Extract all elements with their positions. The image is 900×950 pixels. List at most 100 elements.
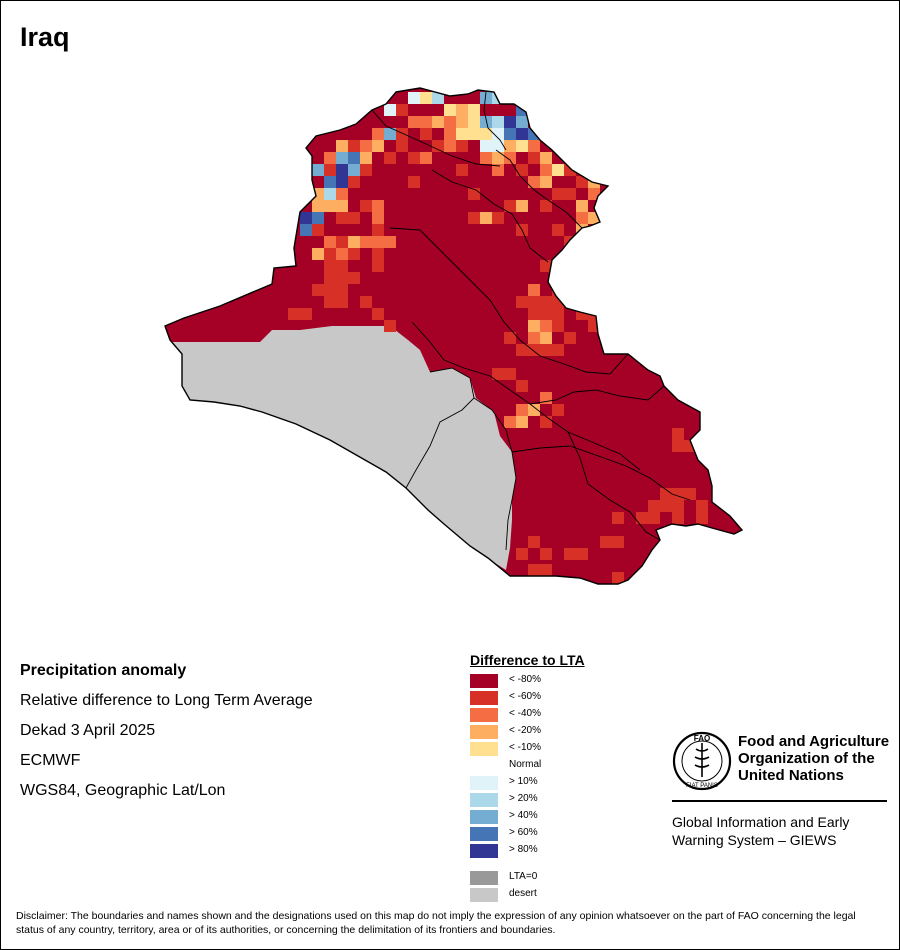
anomaly-cell <box>552 164 564 176</box>
anomaly-cell <box>336 188 348 200</box>
anomaly-cell <box>516 548 528 560</box>
anomaly-cell <box>564 548 576 560</box>
anomaly-cell <box>540 164 552 176</box>
anomaly-cell <box>516 416 528 428</box>
anomaly-cell <box>384 104 396 116</box>
anomaly-cell <box>540 200 552 212</box>
anomaly-cell <box>552 284 564 296</box>
anomaly-cell <box>372 128 384 140</box>
anomaly-cell <box>348 248 360 260</box>
anomaly-cell <box>492 140 504 152</box>
anomaly-cell <box>336 212 348 224</box>
legend-swatch <box>470 810 498 824</box>
anomaly-cell <box>564 164 576 176</box>
legend-label: > 20% <box>509 793 538 804</box>
anomaly-cell <box>576 212 588 224</box>
anomaly-cell <box>516 344 528 356</box>
anomaly-cell <box>420 128 432 140</box>
anomaly-cell <box>696 512 708 524</box>
anomaly-cell <box>336 236 348 248</box>
anomaly-cell <box>504 116 516 128</box>
anomaly-cell <box>492 212 504 224</box>
anomaly-cell <box>564 188 576 200</box>
anomaly-cell <box>528 320 540 332</box>
legend-item: < -40% <box>470 706 585 723</box>
anomaly-cell <box>612 512 624 524</box>
legend-item: > 10% <box>470 774 585 791</box>
anomaly-cell <box>516 128 528 140</box>
legend-swatch <box>470 691 498 705</box>
legend-label: Normal <box>509 759 542 770</box>
anomaly-cell <box>372 200 384 212</box>
anomaly-cell <box>540 332 552 344</box>
map-title: Iraq <box>20 22 70 52</box>
anomaly-cell <box>456 128 468 140</box>
anomaly-cell <box>552 188 564 200</box>
anomaly-cell <box>312 200 324 212</box>
anomaly-cell <box>348 272 360 284</box>
anomaly-cell <box>384 320 396 332</box>
anomaly-cell <box>348 164 360 176</box>
emblem-letters: FAO <box>694 734 710 743</box>
anomaly-cell <box>672 512 684 524</box>
anomaly-cell <box>516 116 528 128</box>
anomaly-cell <box>540 296 552 308</box>
anomaly-cell <box>672 428 684 440</box>
anomaly-cell <box>336 272 348 284</box>
anomaly-cell <box>456 140 468 152</box>
anomaly-cell <box>372 212 384 224</box>
anomaly-cell <box>564 332 576 344</box>
anomaly-cell <box>576 176 588 188</box>
legend-item: > 40% <box>470 808 585 825</box>
anomaly-cell <box>552 344 564 356</box>
anomaly-cell <box>444 140 456 152</box>
anomaly-cell <box>300 212 312 224</box>
anomaly-cell <box>468 104 480 116</box>
anomaly-cell <box>492 164 504 176</box>
anomaly-cell <box>468 116 480 128</box>
fao-name: Food and Agriculture Organization of the… <box>738 733 890 784</box>
legend-label: desert <box>509 888 537 899</box>
legend-item: > 60% <box>470 825 585 842</box>
anomaly-cell <box>492 92 504 104</box>
anomaly-cell <box>336 260 348 272</box>
legend-swatch <box>470 742 498 756</box>
anomaly-cell <box>468 212 480 224</box>
legend-item: LTA=0 <box>470 869 585 886</box>
anomaly-cell <box>528 404 540 416</box>
legend-item: desert <box>470 886 585 903</box>
anomaly-cell <box>360 140 372 152</box>
anomaly-cell <box>516 296 528 308</box>
emblem-motto: FIAT PANIS <box>686 783 718 789</box>
anomaly-cell <box>444 116 456 128</box>
anomaly-cell <box>612 572 624 584</box>
anomaly-cell <box>324 260 336 272</box>
anomaly-cell <box>372 248 384 260</box>
legend-label: < -60% <box>509 691 541 702</box>
anomaly-cell <box>480 116 492 128</box>
disclaimer: Disclaimer: The boundaries and names sho… <box>16 910 856 936</box>
anomaly-cell <box>360 164 372 176</box>
anomaly-cell <box>312 284 324 296</box>
anomaly-cell <box>528 308 540 320</box>
anomaly-cell <box>480 212 492 224</box>
anomaly-cell <box>432 140 444 152</box>
anomaly-cell <box>432 116 444 128</box>
anomaly-cell <box>324 248 336 260</box>
anomaly-cell <box>480 92 492 104</box>
anomaly-cell <box>408 176 420 188</box>
anomaly-cell <box>312 212 324 224</box>
anomaly-cell <box>324 272 336 284</box>
anomaly-cell <box>324 152 336 164</box>
anomaly-cell <box>384 236 396 248</box>
info-line: WGS84, Geographic Lat/Lon <box>20 782 226 799</box>
anomaly-cell <box>552 308 564 320</box>
anomaly-cell <box>348 140 360 152</box>
anomaly-cell <box>444 128 456 140</box>
anomaly-cell <box>540 152 552 164</box>
legend-swatch <box>470 725 498 739</box>
legend-label: < -10% <box>509 742 541 753</box>
anomaly-cell <box>324 296 336 308</box>
anomaly-cell <box>540 260 552 272</box>
anomaly-cell <box>540 176 552 188</box>
